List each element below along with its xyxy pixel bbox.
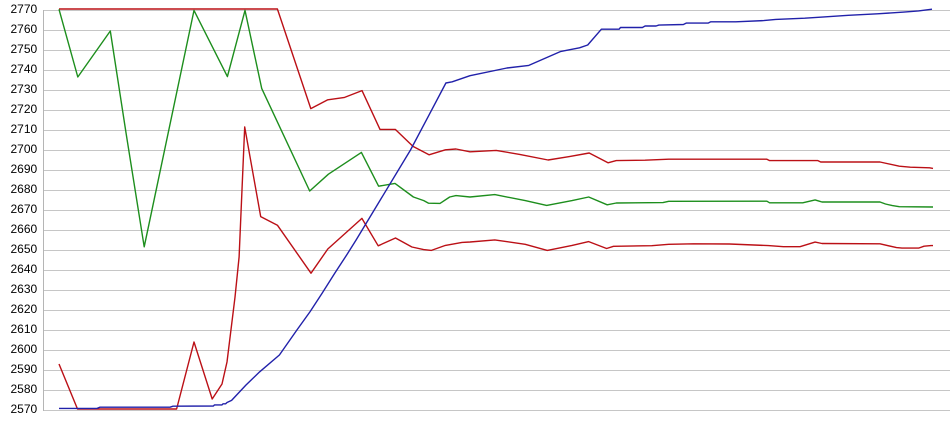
svg-text:2750: 2750 [10, 42, 37, 56]
svg-text:2590: 2590 [10, 362, 37, 376]
svg-text:2630: 2630 [10, 282, 37, 296]
svg-text:2690: 2690 [10, 162, 37, 176]
svg-text:2640: 2640 [10, 262, 37, 276]
svg-text:2610: 2610 [10, 322, 37, 336]
svg-text:2760: 2760 [10, 22, 37, 36]
svg-text:2680: 2680 [10, 182, 37, 196]
svg-text:2710: 2710 [10, 122, 37, 136]
svg-text:2700: 2700 [10, 142, 37, 156]
svg-text:2730: 2730 [10, 82, 37, 96]
svg-text:2650: 2650 [10, 242, 37, 256]
svg-text:2570: 2570 [10, 402, 37, 416]
svg-text:2620: 2620 [10, 302, 37, 316]
svg-text:2600: 2600 [10, 342, 37, 356]
svg-text:2670: 2670 [10, 202, 37, 216]
svg-text:2580: 2580 [10, 382, 37, 396]
svg-text:2720: 2720 [10, 102, 37, 116]
svg-text:2740: 2740 [10, 62, 37, 76]
svg-text:2770: 2770 [10, 2, 37, 16]
svg-text:2660: 2660 [10, 222, 37, 236]
